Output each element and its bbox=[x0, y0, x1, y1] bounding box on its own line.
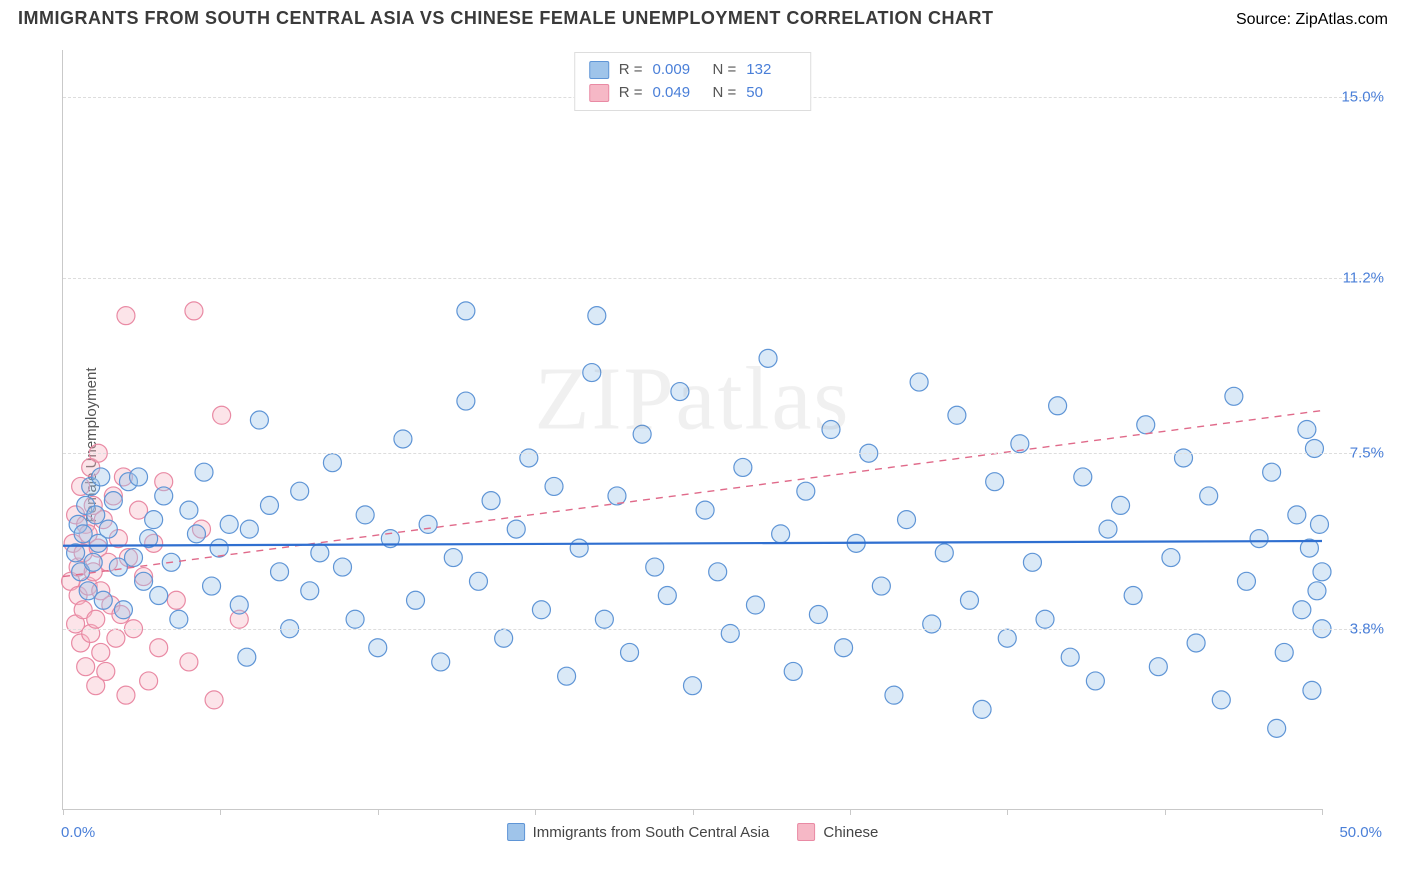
gridline bbox=[63, 453, 1382, 454]
gridline bbox=[63, 278, 1382, 279]
x-axis-min-label: 0.0% bbox=[61, 824, 95, 841]
source-attribution: Source: ZipAtlas.com bbox=[1236, 11, 1388, 29]
correlation-legend: R = 0.009 N = 132 R = 0.049 N = 50 bbox=[574, 52, 812, 111]
x-tick-mark bbox=[1007, 809, 1008, 815]
legend-item-a: Immigrants from South Central Asia bbox=[507, 823, 770, 841]
x-tick-mark bbox=[535, 809, 536, 815]
swatch-b-icon bbox=[797, 823, 815, 841]
x-tick-mark bbox=[1322, 809, 1323, 815]
swatch-b-icon bbox=[589, 84, 609, 102]
x-tick-mark bbox=[63, 809, 64, 815]
series-legend: Immigrants from South Central Asia Chine… bbox=[507, 823, 879, 841]
chart-title: IMMIGRANTS FROM SOUTH CENTRAL ASIA VS CH… bbox=[18, 8, 994, 29]
scatter-svg bbox=[63, 50, 1322, 809]
y-tick-label: 11.2% bbox=[1343, 269, 1384, 286]
x-tick-mark bbox=[1165, 809, 1166, 815]
legend-row-a: R = 0.009 N = 132 bbox=[589, 59, 797, 82]
x-axis-max-label: 50.0% bbox=[1339, 824, 1382, 841]
y-tick-label: 7.5% bbox=[1350, 445, 1384, 462]
legend-row-b: R = 0.049 N = 50 bbox=[589, 82, 797, 105]
x-tick-mark bbox=[378, 809, 379, 815]
x-tick-mark bbox=[693, 809, 694, 815]
legend-item-b: Chinese bbox=[797, 823, 878, 841]
gridline bbox=[63, 629, 1382, 630]
swatch-a-icon bbox=[507, 823, 525, 841]
swatch-a-icon bbox=[589, 61, 609, 79]
plot-area: R = 0.009 N = 132 R = 0.049 N = 50 ZIPat… bbox=[62, 50, 1322, 810]
chart-container: Female Unemployment R = 0.009 N = 132 R … bbox=[18, 40, 1388, 850]
y-tick-label: 15.0% bbox=[1341, 89, 1384, 106]
x-tick-mark bbox=[220, 809, 221, 815]
y-tick-label: 3.8% bbox=[1350, 620, 1384, 637]
x-tick-mark bbox=[850, 809, 851, 815]
